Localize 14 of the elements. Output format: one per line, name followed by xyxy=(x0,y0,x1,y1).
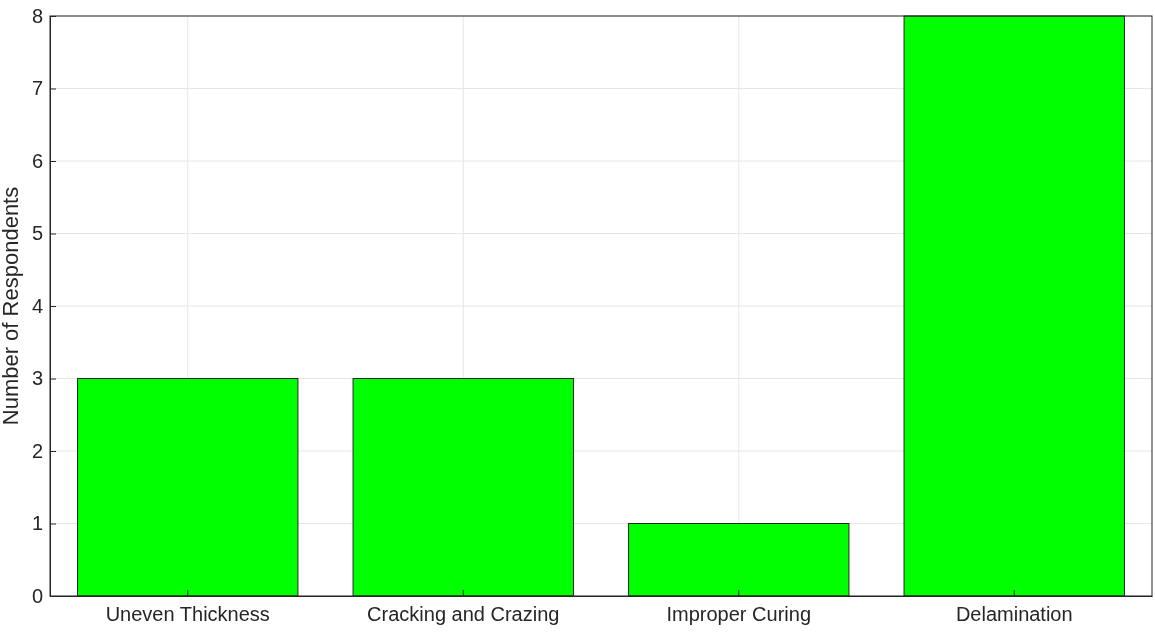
x-tick-label: Delamination xyxy=(955,603,1073,625)
y-tick-label: 7 xyxy=(31,77,43,100)
y-tick-label: 0 xyxy=(31,584,43,607)
x-tick-label: Improper Curing xyxy=(666,603,812,625)
x-tick-label: Uneven Thickness xyxy=(105,603,270,625)
y-axis-title: Number of Respondents xyxy=(0,186,23,426)
y-tick-label: 5 xyxy=(31,222,43,245)
x-tick-label: Cracking and Crazing xyxy=(367,603,560,625)
y-tick-label: 2 xyxy=(31,439,43,462)
y-tick-label: 8 xyxy=(31,4,43,27)
y-tick-label: 6 xyxy=(31,149,43,172)
y-tick-label: 4 xyxy=(31,294,43,317)
y-tick-label: 3 xyxy=(31,367,43,390)
y-tick-label: 1 xyxy=(31,512,43,535)
